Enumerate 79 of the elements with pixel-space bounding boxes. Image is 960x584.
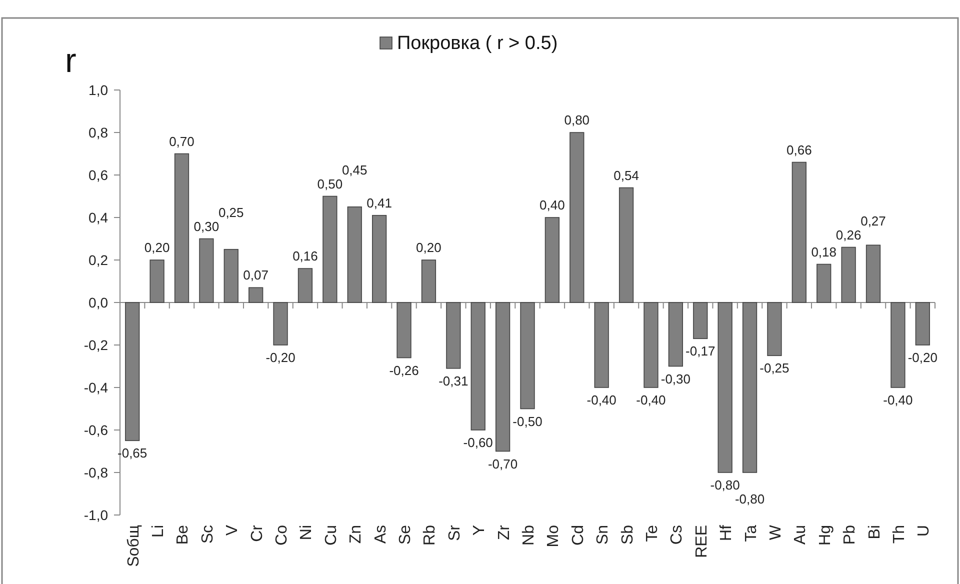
data-label: 0,25: [218, 204, 244, 220]
data-label: 0,50: [317, 176, 343, 192]
x-tick-label: Co: [274, 524, 291, 546]
data-label: -0,80: [734, 492, 765, 506]
x-tick-label: Cr: [248, 524, 266, 542]
data-label: -0,40: [883, 392, 913, 408]
x-tick-label: Zn: [348, 525, 365, 544]
x-tick-label: Bi: [866, 525, 884, 540]
data-label: 0,45: [342, 162, 368, 178]
x-tick-label: Cs: [668, 525, 686, 545]
x-tick-label: Sr: [446, 524, 464, 541]
y-tick-label: 0,2: [88, 252, 108, 268]
x-tick-label: Rb: [422, 524, 439, 546]
x-tick-label: Y: [471, 524, 488, 536]
x-tick-label: Sc: [199, 525, 216, 544]
x-tick-label: Th: [890, 525, 908, 544]
x-tick-label: Be: [174, 524, 192, 545]
x-tick-label: Li: [150, 525, 168, 538]
x-tick-label: Hf: [718, 524, 736, 541]
x-tick-label: Pb: [842, 524, 859, 545]
y-tick-label: -1,0: [84, 507, 108, 523]
data-label: 0,70: [169, 134, 194, 149]
y-tick-label: 0,6: [88, 167, 108, 183]
data-label: -0,70: [488, 456, 518, 472]
x-tick-label: Sобщ: [125, 525, 142, 567]
x-tick-label: Mo: [545, 524, 562, 548]
data-label: -0,20: [908, 350, 938, 365]
data-label: 0,18: [811, 244, 837, 260]
data-label: -0,50: [512, 414, 542, 429]
data-label: 0,41: [366, 195, 392, 210]
data-label: 0,30: [194, 218, 220, 234]
x-tick-label: REE: [693, 525, 710, 558]
data-label: 0,80: [564, 112, 590, 128]
x-tick-label: Cu: [322, 525, 340, 546]
data-label: -0,65: [118, 446, 148, 461]
x-tick-label: Sb: [619, 524, 636, 545]
x-tick-label: Cd: [570, 525, 587, 546]
data-label: 0,20: [144, 240, 170, 255]
y-tick-label: 0,8: [88, 124, 108, 140]
data-label: -0,17: [686, 344, 716, 359]
y-tick-label: 0,0: [88, 294, 108, 310]
data-label: 0,27: [860, 213, 886, 228]
data-label: -0,80: [710, 478, 740, 492]
x-tick-label: V: [224, 524, 242, 536]
x-tick-label: U: [916, 525, 933, 537]
data-label: 0,66: [786, 142, 812, 158]
data-label: -0,60: [463, 435, 493, 450]
y-tick-label: 0,4: [88, 210, 108, 226]
x-tick-label: Sn: [594, 525, 612, 545]
y-tick-label: -0,6: [84, 422, 108, 438]
x-tick-label: Se: [397, 524, 414, 545]
data-label: -0,26: [389, 362, 419, 378]
x-tick-label: Zr: [496, 524, 513, 540]
y-tick-label: -0,4: [84, 380, 108, 396]
legend-label: Покровка ( r > 0.5): [397, 33, 558, 54]
y-axis-title: r: [65, 42, 76, 80]
data-label: 0,54: [614, 168, 639, 183]
x-tick-label: Te: [644, 524, 661, 542]
data-label: 0,16: [292, 248, 318, 264]
data-label: -0,25: [760, 360, 790, 376]
x-tick-label: Ni: [298, 525, 316, 540]
y-tick-label: -0,2: [84, 337, 108, 353]
x-tick-label: Hg: [816, 525, 834, 546]
data-label: 0,40: [540, 198, 565, 212]
data-label: 0,07: [243, 268, 268, 283]
y-tick-label: -0,8: [84, 464, 108, 480]
data-label: -0,40: [636, 392, 666, 408]
x-tick-label: Nb: [520, 524, 538, 546]
x-tick-label: As: [372, 525, 390, 544]
x-tick-label: Ta: [742, 524, 760, 542]
data-label: 0,26: [836, 227, 862, 242]
data-label: -0,31: [438, 373, 468, 388]
data-label: -0,40: [586, 392, 616, 408]
data-label: -0,20: [266, 350, 296, 365]
x-tick-label: Au: [792, 525, 810, 545]
x-tick-label: W: [767, 524, 784, 540]
y-tick-label: 1,0: [88, 82, 108, 98]
data-label: -0,30: [660, 371, 690, 386]
data-label: 0,20: [416, 240, 442, 255]
